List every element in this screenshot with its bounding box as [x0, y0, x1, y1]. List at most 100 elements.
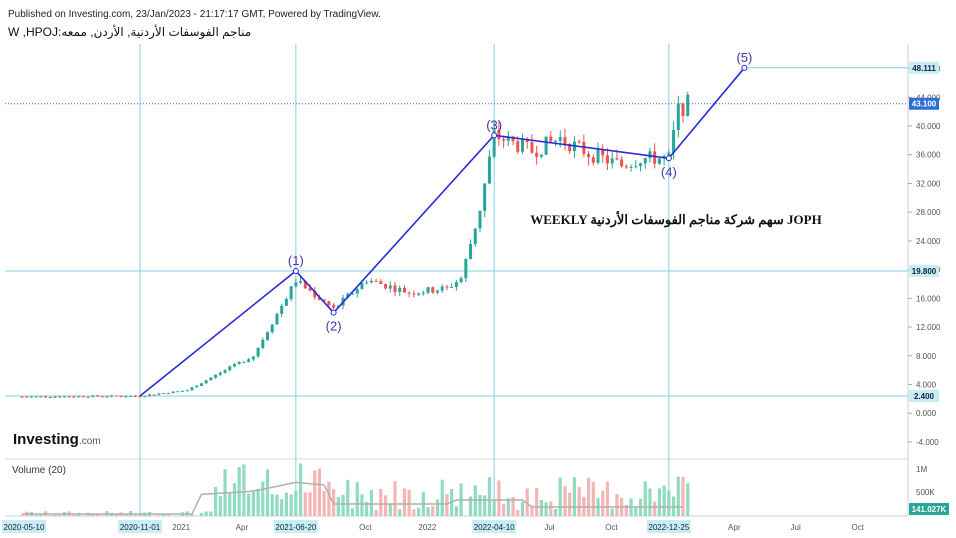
volume-bar: [95, 513, 100, 516]
volume-bar: [360, 494, 364, 516]
price-tick-label: 4.000: [916, 380, 937, 389]
candle-body: [166, 393, 170, 395]
volume-bar: [501, 504, 506, 516]
wave-point: [665, 155, 672, 162]
candle-body: [407, 292, 411, 294]
price-tag-bg: [909, 61, 939, 74]
volume-bar: [412, 509, 416, 516]
candle-body: [119, 396, 123, 398]
candle-body: [667, 152, 671, 156]
candle-body: [610, 158, 614, 164]
volume-bar: [388, 504, 392, 516]
candle-body: [620, 159, 624, 167]
volume-bar: [114, 514, 119, 516]
time-tag-bg: [2, 520, 46, 533]
candle-body: [351, 293, 355, 295]
volume-bar: [53, 514, 57, 516]
candle-body: [124, 396, 128, 398]
wave-point: [741, 64, 748, 71]
volume-bar: [138, 514, 142, 516]
candle-body: [412, 293, 416, 295]
candle-body: [322, 299, 326, 302]
volume-bar: [676, 476, 680, 516]
candle-body: [653, 151, 657, 164]
candle-body: [58, 396, 62, 398]
candle-body: [176, 391, 180, 393]
volume-moving-average: [22, 481, 683, 515]
candle-body: [237, 362, 241, 364]
candle-body: [440, 286, 444, 291]
candle-body: [247, 359, 251, 362]
volume-bar: [553, 509, 558, 516]
candle-body: [152, 394, 156, 396]
volume-bar: [643, 481, 647, 516]
time-tick-label: Oct: [359, 523, 372, 532]
volume-bar: [176, 515, 180, 516]
candle-body: [379, 281, 383, 285]
time-tag-label: 2022-12-25: [648, 523, 689, 532]
elliott-wave-lines: (1) (2) (3) (4) (5): [139, 50, 752, 397]
volume-bar: [369, 490, 373, 516]
candle-body: [313, 290, 317, 298]
candle-body: [605, 155, 609, 164]
candle-body: [266, 332, 270, 340]
volume-bar: [468, 496, 473, 516]
volume-bar: [426, 507, 430, 516]
volume-bar: [398, 509, 402, 516]
volume-tag-bg: [909, 503, 949, 515]
candle-body: [228, 366, 232, 371]
volume-bar: [228, 493, 232, 516]
volume-bar: [615, 494, 619, 516]
candle-body: [464, 259, 468, 279]
volume-bar: [667, 490, 671, 516]
candle-body: [421, 292, 425, 294]
price-tick-label: 36.000: [916, 151, 941, 160]
candle-body: [275, 313, 279, 325]
candle-body: [431, 287, 435, 293]
candle-body: [284, 299, 288, 306]
candle-body: [147, 394, 151, 397]
time-tag-label: 2020-11-01: [120, 523, 161, 532]
candle-body: [544, 136, 548, 155]
candle-body: [435, 290, 439, 293]
volume-bar: [445, 494, 449, 516]
candle-body: [195, 385, 199, 388]
volume-bar: [341, 494, 345, 516]
candle-body: [138, 396, 142, 398]
price-tag-bg: [909, 389, 939, 402]
volume-bar: [232, 483, 237, 516]
time-tick-label: Apr: [236, 523, 249, 532]
candle-body: [48, 397, 52, 399]
price-tag-label: 19.800: [912, 267, 937, 276]
candle-body: [62, 396, 66, 398]
candle-body: [568, 143, 572, 152]
candle-body: [29, 396, 33, 398]
volume-bar: [294, 490, 298, 516]
candle-body: [209, 377, 213, 381]
candle-body: [280, 305, 284, 314]
price-tick-label: 12.000: [916, 323, 941, 332]
candle-body: [511, 136, 515, 142]
volume-bar: [265, 469, 270, 516]
price-tag-label: 2.400: [914, 392, 935, 401]
volume-bar: [209, 511, 213, 516]
candle-body: [615, 158, 619, 160]
chart-annotation: WEEKLY سهم شركة مناجم الفوسفات الأردنية …: [530, 211, 821, 228]
candle-body: [417, 293, 421, 295]
candle-body: [20, 396, 24, 398]
candle-body: [199, 383, 203, 386]
volume-bar: [124, 514, 128, 516]
volume-bar: [298, 463, 303, 516]
volume-bar: [464, 515, 468, 516]
candle-body: [162, 393, 166, 395]
candle-body: [563, 137, 567, 144]
candle-body: [303, 280, 307, 289]
volume-bar: [199, 512, 204, 516]
candle-body: [114, 395, 118, 397]
volume-bar: [492, 499, 496, 516]
candle-body: [110, 395, 114, 397]
volume-bar: [313, 470, 317, 516]
candle-body: [629, 166, 633, 168]
volume-bar: [280, 499, 284, 516]
